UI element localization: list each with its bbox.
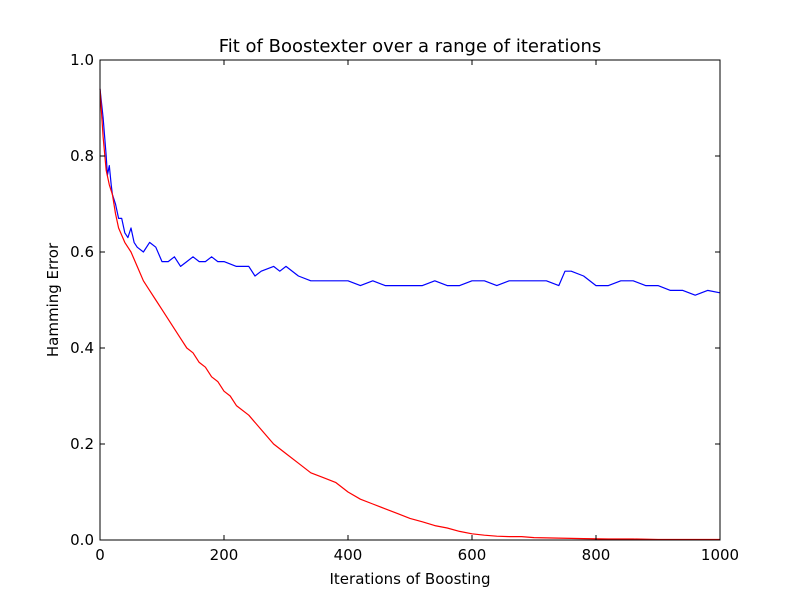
x-tick-label: 400 <box>334 546 363 564</box>
y-axis-label: Hamming Error <box>44 242 62 357</box>
x-tick-label: 800 <box>582 546 611 564</box>
x-tick-label: 200 <box>210 546 239 564</box>
y-tick-label: 0.8 <box>70 147 94 165</box>
y-tick-label: 0.0 <box>70 531 94 549</box>
series-line-2 <box>99 88 720 541</box>
y-tick-label: 0.2 <box>70 435 94 453</box>
chart-title: Fit of Boostexter over a range of iterat… <box>219 36 602 57</box>
y-tick-label: 0.6 <box>70 243 94 261</box>
series-line-1 <box>99 88 721 296</box>
x-tick-label: 600 <box>458 546 487 564</box>
plot-frame <box>99 59 721 541</box>
y-tick-label: 1.0 <box>70 51 94 69</box>
tick-layer: 0 200 400 600 800 1000 0.0 0.2 0.4 0.6 0.8 1.0 <box>70 51 739 564</box>
x-tick-label: 1000 <box>701 546 739 564</box>
y-tick-label: 0.4 <box>70 339 94 357</box>
x-axis-label: Iterations of Boosting <box>330 570 491 588</box>
x-tick-label: 0 <box>95 546 105 564</box>
series-layer <box>99 88 721 541</box>
